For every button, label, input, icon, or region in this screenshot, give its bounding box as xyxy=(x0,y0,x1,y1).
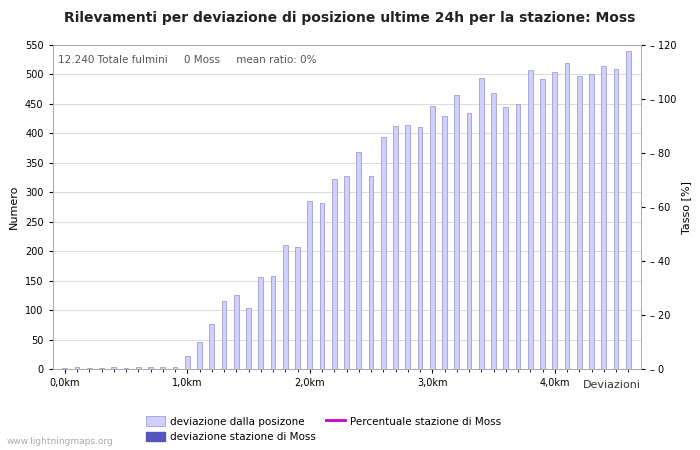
Bar xyxy=(503,107,508,369)
Legend: deviazione dalla posizone, deviazione stazione di Moss, Percentuale stazione di : deviazione dalla posizone, deviazione st… xyxy=(146,416,501,442)
Bar xyxy=(454,95,459,369)
Bar xyxy=(430,106,435,369)
Bar xyxy=(74,367,80,369)
Bar xyxy=(283,245,288,369)
Bar xyxy=(209,324,214,369)
Bar xyxy=(528,70,533,369)
Bar xyxy=(295,247,300,369)
Bar xyxy=(479,78,484,369)
Bar xyxy=(307,201,312,369)
Bar xyxy=(185,356,190,369)
Bar xyxy=(589,74,594,369)
Bar xyxy=(540,79,545,369)
Bar xyxy=(160,367,165,369)
Bar xyxy=(173,367,178,369)
Bar xyxy=(136,367,141,369)
Bar xyxy=(393,126,398,369)
Bar xyxy=(99,368,104,369)
Bar xyxy=(234,295,239,369)
Y-axis label: Numero: Numero xyxy=(9,185,20,229)
Text: Rilevamenti per deviazione di posizione ultime 24h per la stazione: Moss: Rilevamenti per deviazione di posizione … xyxy=(64,11,636,25)
Bar xyxy=(417,127,423,369)
Bar xyxy=(270,276,275,369)
Bar xyxy=(442,116,447,369)
Text: 12.240 Totale fulmini     0 Moss     mean ratio: 0%: 12.240 Totale fulmini 0 Moss mean ratio:… xyxy=(58,55,317,65)
Bar xyxy=(466,113,471,369)
Bar xyxy=(332,179,337,369)
Bar xyxy=(197,342,202,369)
Bar xyxy=(148,367,153,369)
Bar xyxy=(381,138,386,369)
Bar xyxy=(564,63,569,369)
Bar xyxy=(344,176,349,369)
Bar xyxy=(111,367,116,369)
Bar xyxy=(515,104,520,369)
Bar xyxy=(356,152,361,369)
Bar xyxy=(221,301,227,369)
Bar xyxy=(601,66,606,369)
Bar xyxy=(552,72,557,369)
Bar xyxy=(62,368,67,369)
Bar xyxy=(613,68,619,369)
Bar xyxy=(491,93,496,369)
Bar xyxy=(319,203,324,369)
Y-axis label: Tasso [%]: Tasso [%] xyxy=(682,180,692,234)
Bar xyxy=(626,51,631,369)
Bar xyxy=(405,125,410,369)
Text: Deviazioni: Deviazioni xyxy=(582,380,640,390)
Bar xyxy=(258,276,263,369)
Bar xyxy=(123,368,129,369)
Text: www.lightningmaps.org: www.lightningmaps.org xyxy=(7,436,113,446)
Bar xyxy=(577,76,582,369)
Bar xyxy=(87,368,92,369)
Bar xyxy=(368,176,374,369)
Bar xyxy=(246,308,251,369)
